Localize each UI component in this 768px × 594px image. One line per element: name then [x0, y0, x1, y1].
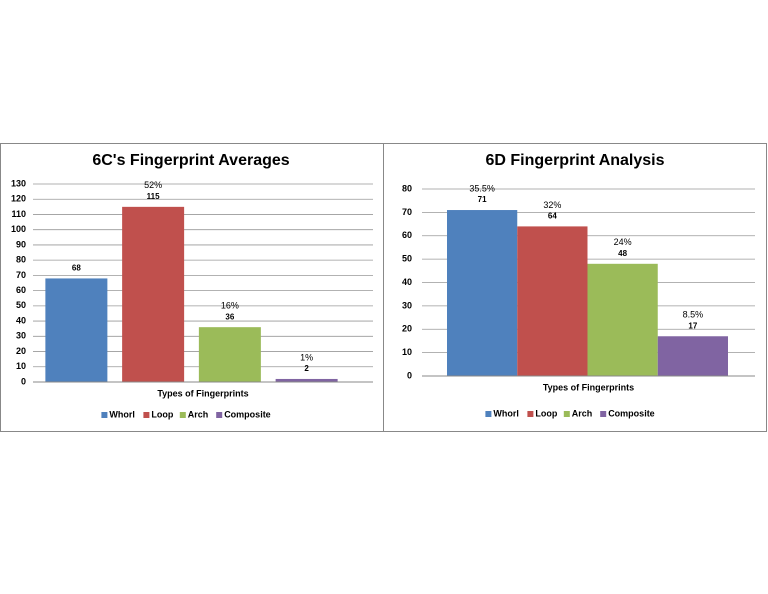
legend-swatch	[216, 412, 223, 418]
y-tick-label: 60	[16, 285, 26, 295]
y-tick-label: 0	[21, 376, 26, 386]
value-label: 71	[478, 195, 487, 204]
y-tick-label: 70	[402, 207, 412, 217]
y-tick-label: 40	[16, 315, 26, 325]
legend-label: Composite	[224, 409, 271, 419]
value-label: 36	[225, 312, 234, 321]
y-tick-label: 120	[11, 194, 26, 204]
x-axis-label: Types of Fingerprints	[157, 388, 248, 398]
share-label: 35.5%	[469, 183, 495, 193]
y-tick-label: 110	[11, 209, 26, 219]
bar	[198, 327, 261, 382]
y-tick-label: 20	[402, 324, 412, 334]
y-tick-label: 80	[402, 183, 412, 193]
bar	[275, 378, 338, 382]
y-tick-label: 70	[16, 270, 26, 280]
legend-swatch	[179, 412, 186, 418]
bar	[587, 263, 658, 376]
legend-label: Composite	[608, 408, 655, 418]
share-label: 24%	[614, 237, 632, 247]
y-tick-label: 90	[16, 239, 26, 249]
bar	[447, 210, 518, 376]
bar	[122, 206, 185, 382]
bar	[657, 336, 728, 376]
x-axis-label: Types of Fingerprints	[543, 382, 634, 392]
bar	[45, 278, 108, 382]
y-tick-label: 40	[402, 277, 412, 287]
y-tick-label: 130	[11, 178, 26, 188]
y-tick-label: 80	[16, 255, 26, 265]
y-tick-label: 30	[16, 331, 26, 341]
chart-title: 6C's Fingerprint Averages	[92, 152, 289, 169]
value-label: 68	[72, 264, 81, 273]
share-label: 1%	[300, 352, 313, 362]
share-label: 8.5%	[683, 310, 704, 320]
legend-label: Loop	[151, 409, 173, 419]
legend-swatch	[527, 411, 534, 417]
y-tick-label: 60	[402, 230, 412, 240]
value-label: 64	[548, 212, 557, 221]
share-label: 52%	[144, 180, 162, 190]
legend-swatch	[143, 412, 150, 418]
value-label: 2	[304, 364, 309, 373]
legend-label: Whorl	[109, 409, 134, 419]
y-tick-label: 20	[16, 346, 26, 356]
value-label: 17	[688, 321, 697, 330]
y-tick-label: 10	[402, 347, 412, 357]
chart-title: 6D Fingerprint Analysis	[486, 152, 665, 169]
legend-swatch	[600, 411, 607, 417]
bar	[517, 226, 588, 376]
y-tick-label: 50	[16, 300, 26, 310]
legend-label: Whorl	[493, 408, 519, 418]
y-tick-label: 30	[402, 300, 412, 310]
value-label: 48	[618, 249, 627, 258]
legend-swatch	[101, 412, 108, 418]
legend-label: Loop	[535, 408, 557, 418]
y-tick-label: 100	[11, 224, 26, 234]
legend-swatch	[485, 411, 492, 417]
y-tick-label: 0	[407, 370, 412, 380]
value-label: 115	[147, 192, 160, 201]
legend-label: Arch	[188, 409, 209, 419]
y-tick-label: 50	[402, 254, 412, 264]
share-label: 16%	[221, 301, 239, 311]
legend-swatch	[563, 411, 570, 417]
legend-label: Arch	[572, 408, 593, 418]
y-tick-label: 10	[16, 361, 26, 371]
share-label: 32%	[543, 200, 561, 210]
